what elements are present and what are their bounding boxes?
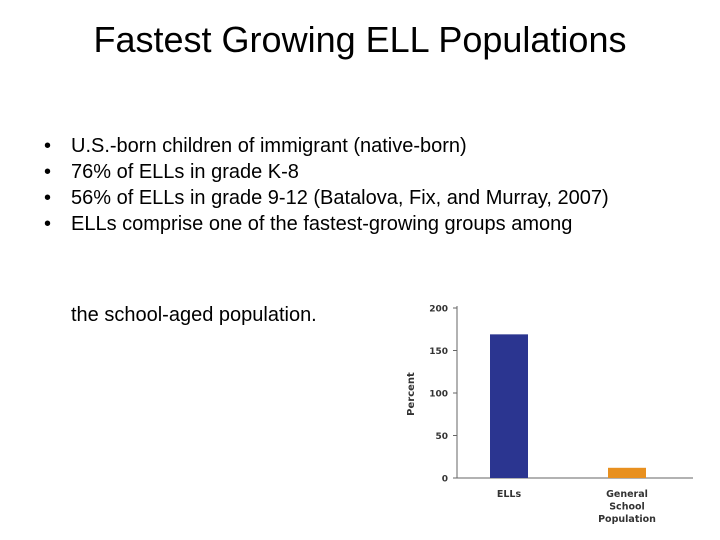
bullet-item: U.S.-born children of immigrant (native-… (44, 134, 694, 158)
bars (490, 334, 646, 478)
y-tick-label: 150 (429, 347, 448, 357)
bullet-item: 56% of ELLs in grade 9-12 (Batalova, Fix… (44, 186, 694, 210)
x-tick-label: ELLs (497, 489, 522, 500)
y-tick-label: 0 (442, 475, 448, 485)
bullet-continuation: the school-aged population. (71, 304, 317, 326)
bar (608, 467, 646, 478)
x-tick-label: General School Population (598, 489, 656, 525)
y-axis: 0 50 100 150 200 (429, 305, 693, 485)
bullet-item: 76% of ELLs in grade K-8 (44, 160, 694, 184)
y-tick-label: 200 (429, 305, 448, 315)
y-axis-label: Percent (406, 372, 417, 416)
x-axis-labels: ELLs General School Population (497, 489, 656, 525)
y-tick-label: 100 (429, 390, 448, 400)
slide-title: Fastest Growing ELL Populations (93, 19, 627, 60)
y-tick-label: 50 (435, 432, 448, 442)
bullet-item: ELLs comprise one of the fastest-growing… (44, 212, 694, 236)
bullet-list: U.S.-born children of immigrant (native-… (44, 134, 694, 238)
bar-chart: 0 50 100 150 200 ELLs General School Population… (406, 305, 693, 525)
bar (490, 334, 528, 478)
